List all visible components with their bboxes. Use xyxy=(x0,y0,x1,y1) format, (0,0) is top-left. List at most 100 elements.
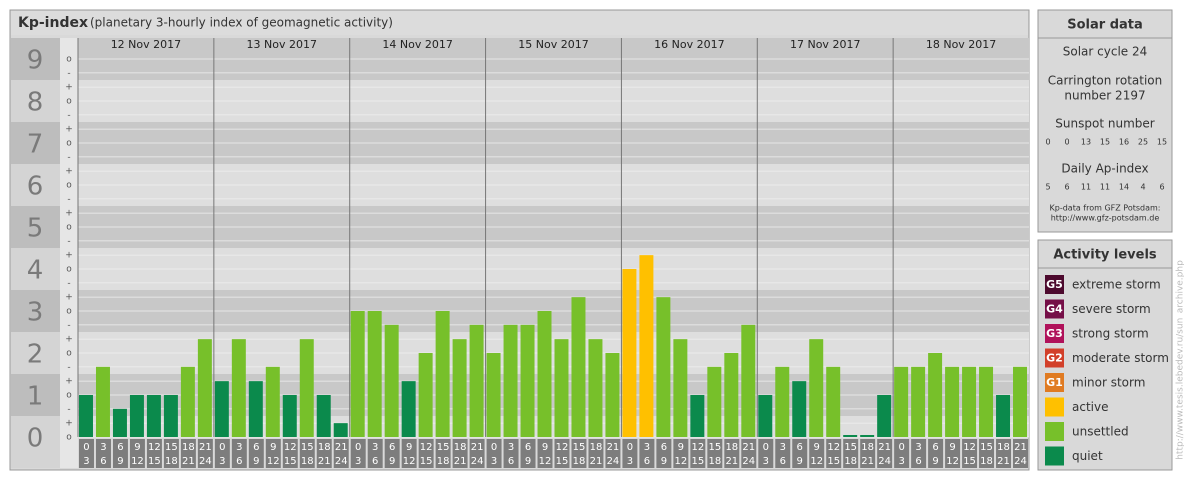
minor-tick-label: o xyxy=(66,181,72,191)
time-from: 15 xyxy=(165,442,178,453)
time-to: 18 xyxy=(301,456,314,467)
kp-bar xyxy=(487,353,501,437)
time-from: 12 xyxy=(691,442,704,453)
time-from: 0 xyxy=(355,442,361,453)
time-to: 24 xyxy=(742,456,755,467)
time-from: 0 xyxy=(763,442,769,453)
time-from: 21 xyxy=(742,442,755,453)
time-to: 21 xyxy=(318,456,331,467)
time-from: 12 xyxy=(148,442,161,453)
time-to: 15 xyxy=(148,456,161,467)
time-to: 3 xyxy=(491,456,497,467)
time-from: 3 xyxy=(236,442,242,453)
time-from: 3 xyxy=(372,442,378,453)
solar-value: 13 xyxy=(1081,138,1091,147)
minor-tick-label: o xyxy=(66,265,72,275)
kp-bar xyxy=(283,395,297,437)
source: Kp-data from GFZ Potsdam: xyxy=(1050,204,1161,213)
time-to: 15 xyxy=(556,456,569,467)
time-to: 21 xyxy=(861,456,874,467)
time-to: 6 xyxy=(508,456,514,467)
time-from: 18 xyxy=(725,442,738,453)
time-from: 0 xyxy=(898,442,904,453)
time-to: 6 xyxy=(780,456,786,467)
time-to: 6 xyxy=(100,456,106,467)
time-to: 6 xyxy=(372,456,378,467)
chart-title: Kp-index xyxy=(18,15,88,31)
time-to: 24 xyxy=(607,456,620,467)
time-to: 3 xyxy=(83,456,89,467)
kp-bar xyxy=(232,339,246,437)
kp-bar xyxy=(130,395,144,437)
time-from: 0 xyxy=(491,442,497,453)
time-to: 24 xyxy=(878,456,891,467)
kp-bar xyxy=(96,367,110,437)
time-to: 24 xyxy=(471,456,484,467)
time-to: 6 xyxy=(236,456,242,467)
kp-bar xyxy=(385,325,399,437)
time-from: 18 xyxy=(861,442,874,453)
minor-tick-label: o xyxy=(66,223,72,233)
ap-label: Daily Ap-index xyxy=(1061,162,1148,176)
solar-value: 0 xyxy=(1045,138,1050,147)
minor-tick-label: - xyxy=(67,236,70,246)
time-from: 6 xyxy=(525,442,531,453)
kp-bar xyxy=(945,367,959,437)
kp-bar xyxy=(453,339,467,437)
kp-bar xyxy=(317,395,331,437)
time-to: 24 xyxy=(1014,456,1027,467)
kp-bar xyxy=(792,381,806,437)
kp-bar xyxy=(979,367,993,437)
time-from: 6 xyxy=(253,442,259,453)
kp-bar xyxy=(436,311,450,437)
kp-bar xyxy=(843,435,857,437)
level-swatch xyxy=(1045,447,1064,466)
y-tick-label: 2 xyxy=(27,340,44,370)
time-from: 0 xyxy=(83,442,89,453)
kp-bar xyxy=(673,339,687,437)
time-from: 15 xyxy=(301,442,314,453)
time-to: 21 xyxy=(997,456,1010,467)
solar-value: 15 xyxy=(1157,138,1167,147)
time-from: 18 xyxy=(997,442,1010,453)
kp-bar xyxy=(113,409,127,437)
y-tick-label: 3 xyxy=(27,298,44,328)
kp-bar xyxy=(741,325,755,437)
time-to: 3 xyxy=(763,456,769,467)
y-tick-label: 0 xyxy=(27,424,44,454)
minor-tick-label: - xyxy=(67,320,70,330)
minor-tick-label: - xyxy=(67,68,70,78)
level-label: quiet xyxy=(1072,449,1103,463)
minor-tick-label: + xyxy=(65,335,73,345)
time-to: 15 xyxy=(284,456,297,467)
minor-tick-label: o xyxy=(66,97,72,107)
time-to: 18 xyxy=(165,456,178,467)
time-from: 3 xyxy=(100,442,106,453)
kp-bar xyxy=(826,367,840,437)
kp-bar xyxy=(402,381,416,437)
minor-tick-label: + xyxy=(65,209,73,219)
kp-bar xyxy=(724,353,738,437)
kp-bar xyxy=(266,367,280,437)
level-badge: G4 xyxy=(1046,303,1063,316)
day-label: 13 Nov 2017 xyxy=(247,38,317,51)
kp-bar xyxy=(368,311,382,437)
minor-tick-label: o xyxy=(66,391,72,401)
y-tick-label: 6 xyxy=(27,172,44,202)
time-from: 6 xyxy=(797,442,803,453)
chart-subtitle: (planetary 3-hourly index of geomagnetic… xyxy=(90,16,393,30)
minor-tick-label: o xyxy=(66,55,72,65)
time-to: 9 xyxy=(661,456,667,467)
kp-bar xyxy=(775,367,789,437)
level-label: unsettled xyxy=(1072,425,1129,439)
time-from: 9 xyxy=(678,442,684,453)
time-to: 9 xyxy=(117,456,123,467)
kp-bar xyxy=(962,367,976,437)
time-to: 6 xyxy=(915,456,921,467)
time-from: 21 xyxy=(335,442,348,453)
solar-value: 11 xyxy=(1100,183,1110,192)
day-label: 17 Nov 2017 xyxy=(790,38,860,51)
kp-bar xyxy=(538,311,552,437)
level-label: extreme storm xyxy=(1072,278,1161,292)
